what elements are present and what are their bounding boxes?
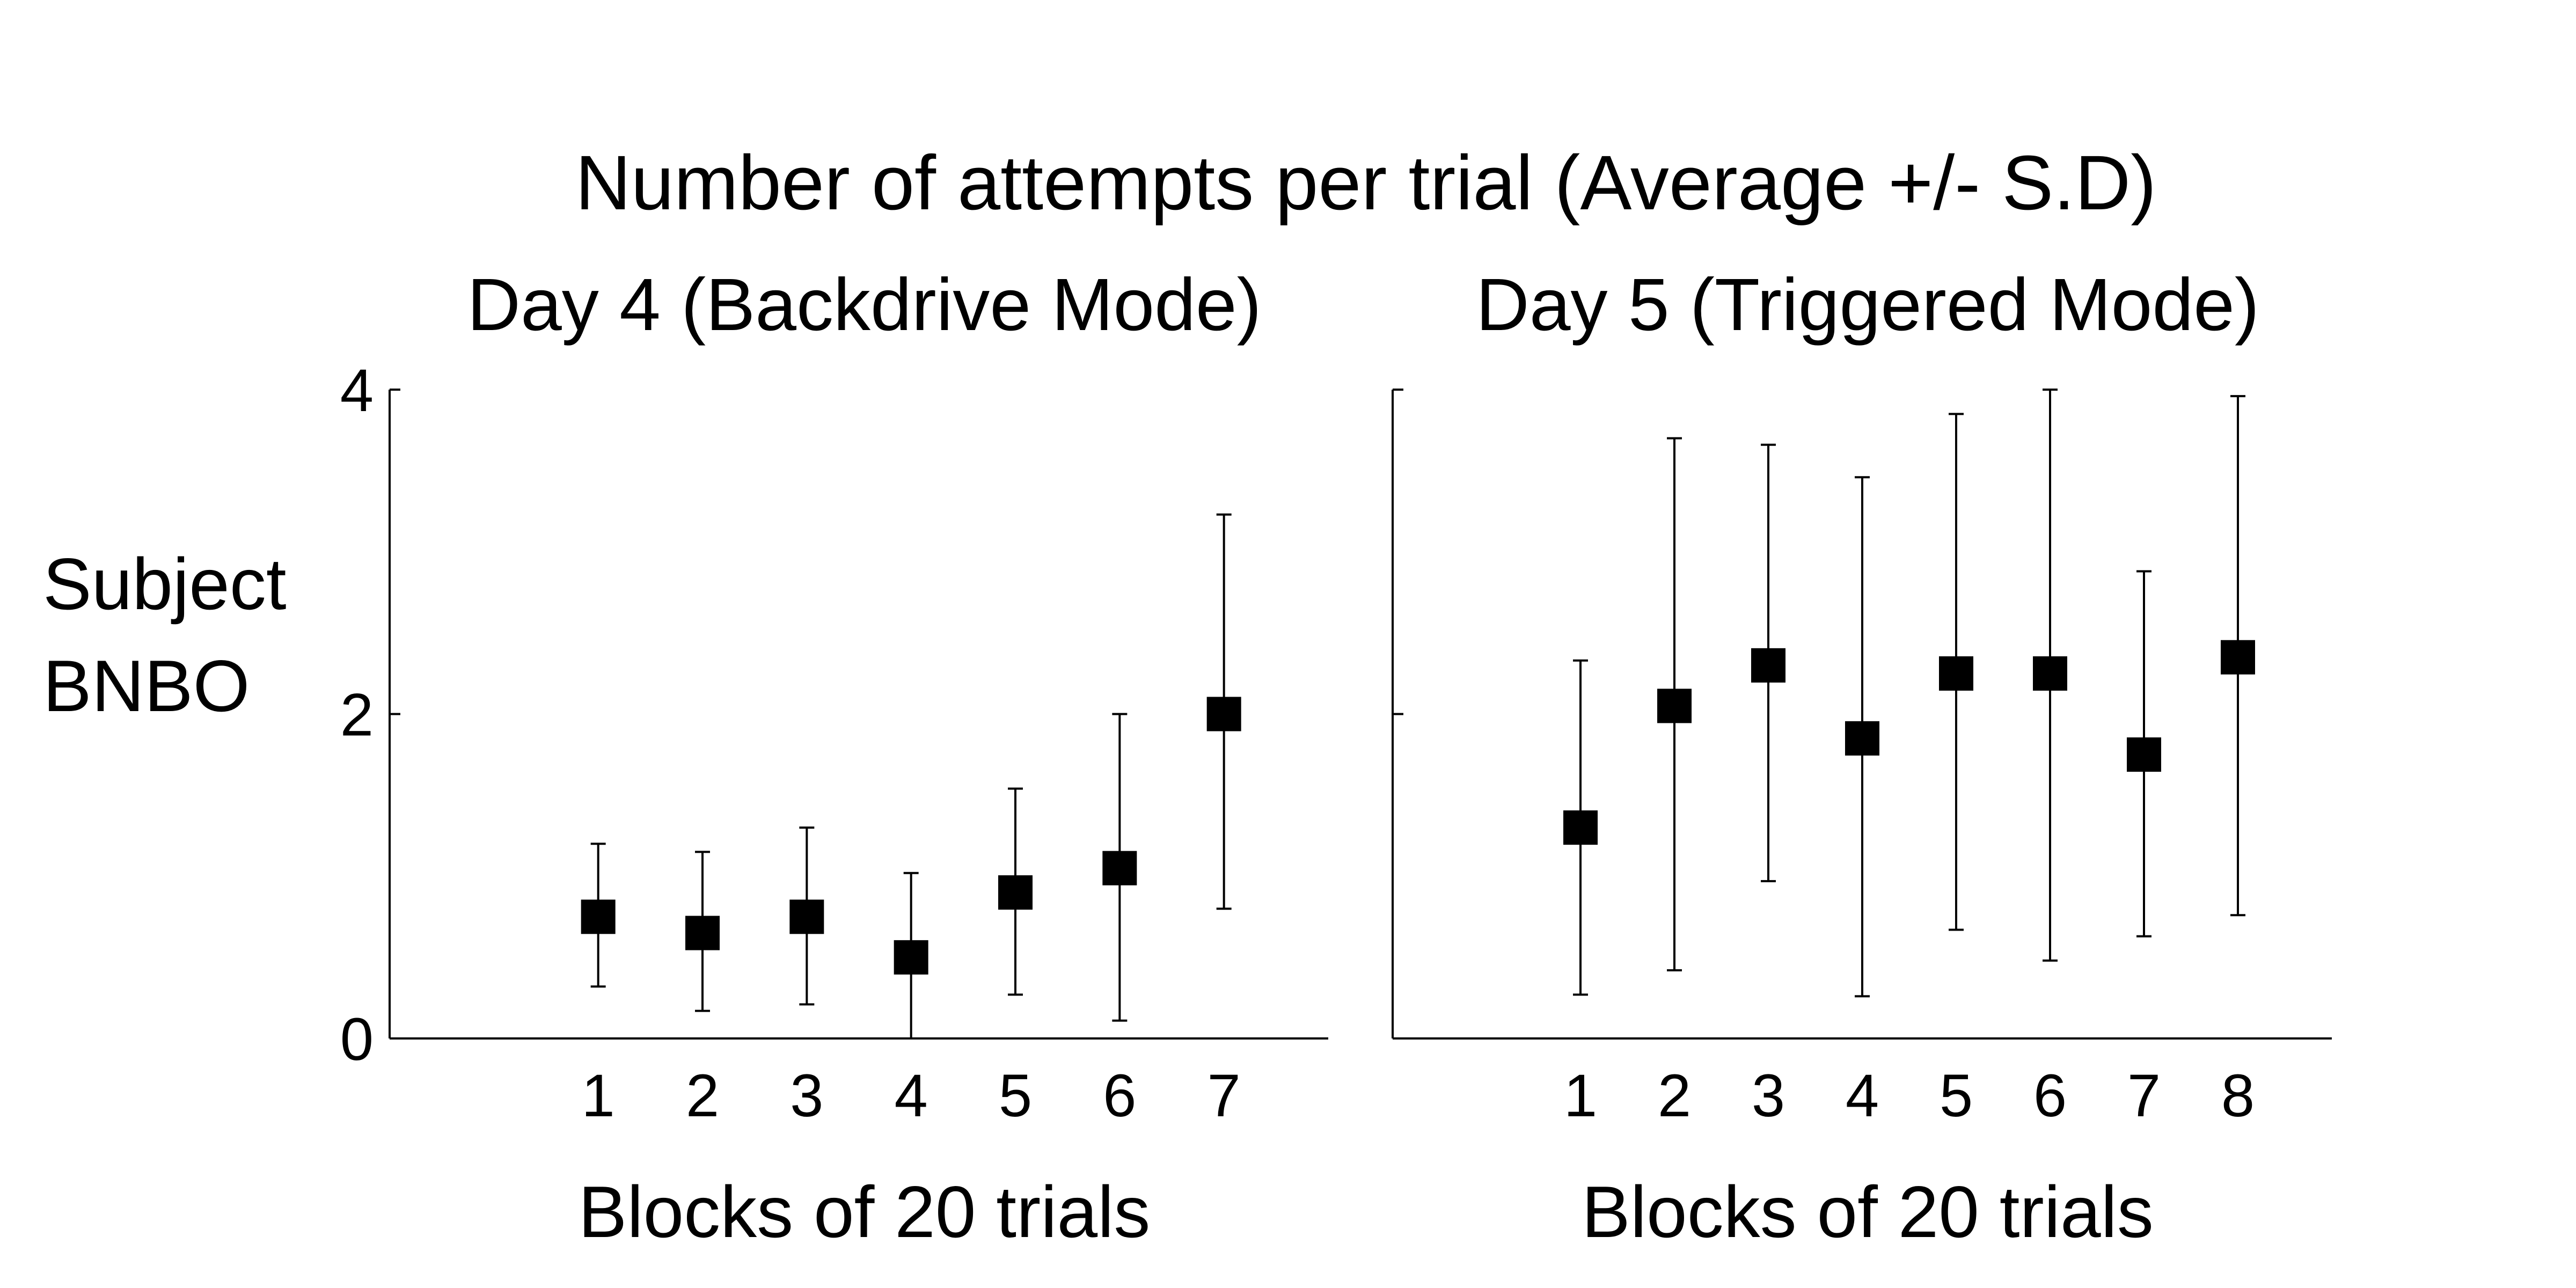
panel1-x-tick-label-1: 1 (582, 1062, 615, 1129)
panel1-x-tick-label-7: 7 (1208, 1062, 1241, 1129)
panel1-x-tick-label-6: 6 (1103, 1062, 1136, 1129)
panel1-title: Day 4 (Backdrive Mode) (467, 264, 1261, 346)
panel2-x-tick-label-1: 1 (1564, 1062, 1597, 1129)
panel2-data-point-6 (2033, 656, 2067, 691)
panel2-x-tick-label-4: 4 (1846, 1062, 1879, 1129)
figure-title: Number of attempts per trial (Average +/… (575, 140, 2156, 226)
chart-panel-day4: Day 4 (Backdrive Mode) 0 2 4 1 2 3 4 5 6 7 Blocks o… (340, 264, 1328, 1253)
panel2-data-point-3 (1751, 648, 1785, 683)
panel1-x-tick-label-4: 4 (895, 1062, 928, 1129)
panel2-x-tick-label-3: 3 (1752, 1062, 1785, 1129)
panel1-data-point-1 (581, 899, 616, 934)
panel1-x-tick-label-5: 5 (999, 1062, 1032, 1129)
panel1-y-tick-label-4: 4 (340, 357, 374, 424)
panel1-y-tick-label-0: 0 (340, 1006, 374, 1073)
panel2-data-point-1 (1563, 810, 1598, 845)
panel2-x-tick-label-2: 2 (1658, 1062, 1691, 1129)
panel1-data-point-2 (685, 916, 720, 950)
chart-panel-day5: Day 5 (Triggered Mode) 1 2 3 4 5 6 7 8 Blocks of … (1392, 264, 2332, 1253)
panel2-data-point-7 (2127, 737, 2161, 772)
panel2-x-axis-label: Blocks of 20 trials (1582, 1171, 2154, 1253)
panel1-data-point-6 (1102, 851, 1137, 885)
panel1-x-axis-label: Blocks of 20 trials (579, 1171, 1151, 1253)
panel2-data-point-2 (1657, 689, 1692, 723)
panel1-data-point-3 (789, 899, 824, 934)
panel2-data-point-8 (2221, 640, 2255, 675)
y-axis-label-line2: BNBO (43, 645, 250, 727)
panel1-y-tick-label-2: 2 (340, 682, 374, 749)
panel2-title: Day 5 (Triggered Mode) (1476, 264, 2259, 346)
panel1-data-point-7 (1206, 697, 1241, 731)
panel2-data-point-5 (1939, 656, 1973, 691)
panel2-x-tick-label-5: 5 (1940, 1062, 1973, 1129)
panel1-x-tick-label-3: 3 (790, 1062, 823, 1129)
panel2-data-point-4 (1845, 721, 1879, 756)
panel2-x-tick-label-7: 7 (2127, 1062, 2161, 1129)
panel2-x-tick-label-6: 6 (2033, 1062, 2067, 1129)
panel1-data-point-4 (894, 940, 928, 975)
y-axis-label-line1: Subject (43, 543, 287, 625)
panel1-x-tick-label-2: 2 (686, 1062, 719, 1129)
panel2-x-tick-label-8: 8 (2221, 1062, 2255, 1129)
panel1-data-point-5 (998, 875, 1033, 910)
